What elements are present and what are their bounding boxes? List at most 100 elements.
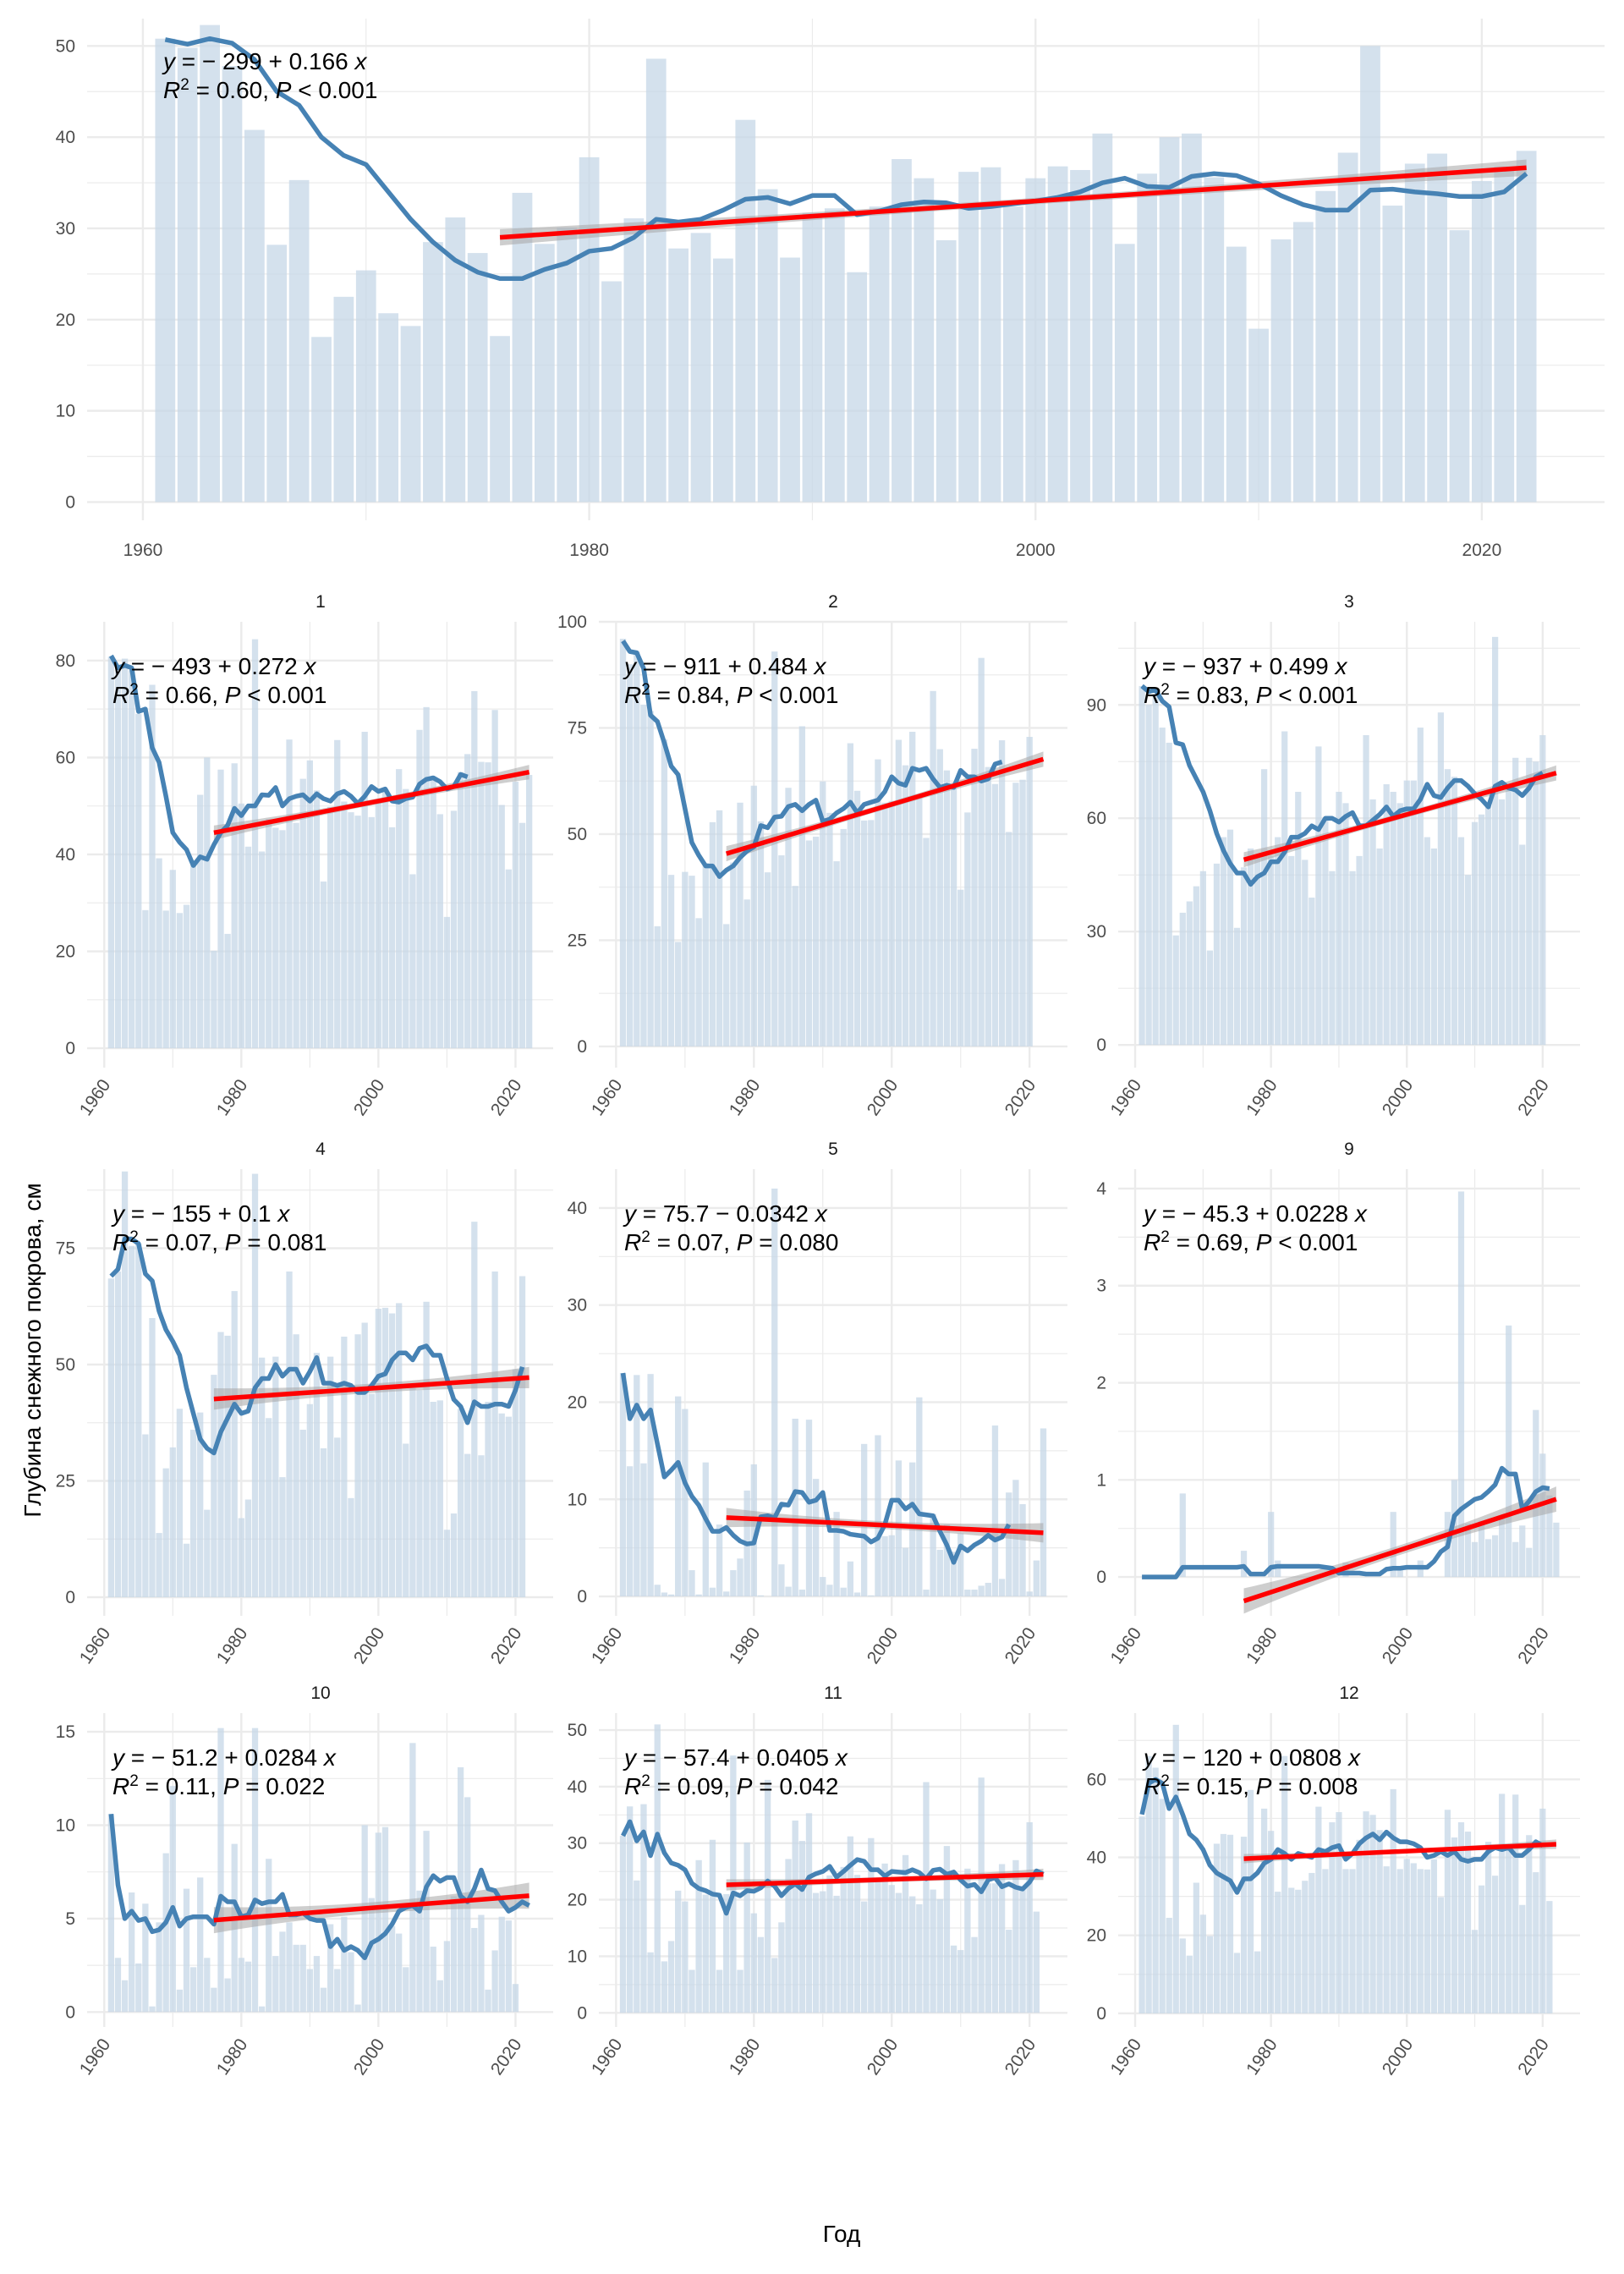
bar-1974 (197, 794, 204, 1049)
bar-2013 (464, 754, 471, 1049)
bar-1990 (820, 1891, 826, 2013)
bar-1971 (176, 1989, 184, 2013)
bar-1972 (1213, 1843, 1221, 2013)
panel-2: 0 25 50 75 100 1960 1980 2000 2020 2 y = − 911 + 0… (557, 592, 1067, 1119)
bar-1980 (238, 1518, 244, 1597)
bar-1968 (667, 1941, 675, 2013)
y-tick-label: 10 (56, 402, 75, 421)
regression-equation: y = − 299 + 0.166 x (162, 48, 368, 74)
bar-1987 (286, 739, 293, 1049)
bar-1994 (1363, 734, 1369, 1046)
bar-1967 (149, 2006, 156, 2013)
y-tick-label: 40 (1087, 1848, 1106, 1868)
y-tick-label: 75 (56, 1239, 75, 1259)
bar-1994 (334, 739, 341, 1049)
bar-1963 (634, 651, 640, 1046)
bar-2002 (1070, 169, 1090, 503)
y-tick-label: 5 (65, 1909, 75, 1929)
bar-1995 (853, 790, 861, 1046)
bar-1998 (1390, 1512, 1396, 1578)
panel-title: 2 (828, 592, 838, 612)
panel-4: 0 25 50 75 1960 1980 2000 2020 4 y = − 155 + 0.1 … (56, 1140, 553, 1667)
bar-2005 (409, 874, 416, 1049)
bar-2004 (916, 1397, 923, 1597)
bar-1990 (820, 781, 826, 1046)
bar-2016 (1382, 206, 1403, 503)
bar-1991 (826, 1585, 833, 1597)
bar-1979 (1261, 1808, 1268, 2013)
bar-1987 (735, 119, 756, 503)
bar-1965 (135, 713, 142, 1049)
bar-1999 (881, 1863, 888, 2013)
y-tick-label: 40 (568, 1777, 587, 1797)
bar-2018 (498, 1413, 505, 1597)
bar-1979 (231, 1291, 238, 1597)
bar-1985 (1302, 860, 1309, 1046)
bar-1963 (200, 25, 220, 503)
bar-1968 (156, 1533, 162, 1597)
bar-2021 (518, 1276, 526, 1597)
bar-1991 (1342, 1869, 1349, 2013)
x-tick-label: 2000 (864, 1624, 903, 1667)
bar-1976 (490, 336, 510, 503)
bar-1987 (1315, 1806, 1322, 2013)
bar-1999 (368, 816, 375, 1049)
bar-1980 (750, 1464, 757, 1597)
bar-2013 (978, 657, 985, 1046)
bar-1963 (1152, 693, 1159, 1046)
bar-1976 (1240, 1837, 1248, 2013)
bar-1994 (334, 1437, 341, 1597)
bar-1989 (299, 1430, 306, 1597)
bar-2003 (396, 769, 403, 1049)
bar-2010 (1248, 328, 1269, 503)
y-tick-label: 50 (568, 1721, 587, 1740)
x-tick-label: 2000 (1379, 2035, 1418, 2079)
panel-title: 4 (315, 1140, 326, 1159)
bar-1979 (1261, 769, 1268, 1046)
panel-title: 12 (1339, 1684, 1358, 1703)
bar-1986 (279, 1931, 286, 2013)
bar-1995 (341, 801, 348, 1049)
bar-2016 (998, 1579, 1006, 1597)
bar-2012 (1484, 1539, 1492, 1578)
bar-1994 (847, 1836, 854, 2013)
bar-2014 (985, 1582, 991, 1597)
bar-2012 (971, 1936, 978, 2013)
y-tick-label: 50 (56, 1355, 75, 1375)
bar-1972 (1213, 863, 1221, 1046)
bar-1967 (1179, 912, 1186, 1046)
bar-1976 (723, 924, 730, 1046)
y-tick-label: 40 (56, 845, 75, 865)
bar-1988 (805, 840, 813, 1046)
bar-2004 (1430, 1859, 1437, 2013)
bar-1975 (1233, 1953, 1241, 2013)
trend-line (1243, 1842, 1557, 1861)
bar-1977 (1247, 1789, 1254, 2013)
bar-1973 (189, 860, 197, 1049)
bar-1980 (1268, 1512, 1275, 1578)
bar-1994 (847, 743, 854, 1046)
x-tick-label: 1980 (1243, 2035, 1281, 2079)
bar-1978 (737, 1969, 743, 2013)
y-tick-label: 0 (577, 1037, 587, 1057)
bar-1966 (654, 1724, 661, 2013)
bar-1983 (258, 2006, 266, 2013)
bar-1984 (778, 1564, 785, 1597)
bar-2017 (1006, 1492, 1012, 1597)
bar-1998 (361, 732, 368, 1049)
y-tick-label: 10 (568, 1947, 587, 1966)
bar-1977 (1247, 848, 1254, 1046)
bar-1996 (348, 1952, 354, 2013)
bar-2009 (436, 814, 443, 1049)
bar-1963 (634, 1375, 640, 1597)
bar-1981 (601, 281, 622, 503)
bar-2014 (985, 766, 991, 1046)
bar-1962 (1145, 705, 1152, 1046)
bar-1996 (348, 812, 354, 1049)
bar-1986 (1309, 898, 1315, 1046)
bar-1961 (155, 38, 176, 503)
x-tick-label: 1960 (588, 1624, 627, 1667)
bar-1973 (189, 1967, 197, 2013)
bar-2008 (430, 778, 436, 1049)
x-tick-label: 1980 (726, 1076, 765, 1119)
